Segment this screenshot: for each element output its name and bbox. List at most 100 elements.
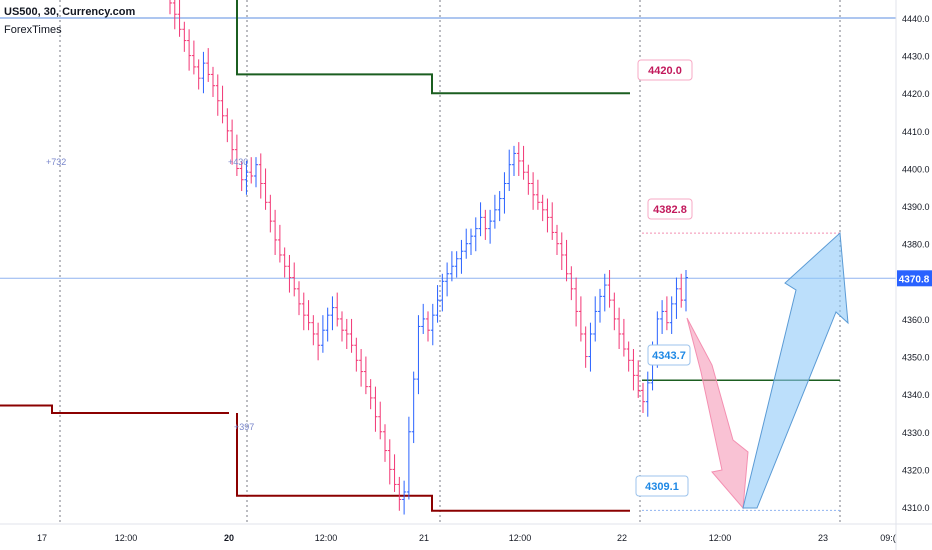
price-callout: 4343.7 (647, 344, 691, 366)
candle (578, 296, 583, 342)
candle (588, 322, 593, 372)
candle (411, 371, 416, 444)
candle (363, 356, 368, 395)
candle (421, 303, 426, 334)
candle (225, 108, 230, 143)
annotation-label: +732 (46, 157, 66, 167)
candle (449, 251, 454, 282)
candle (583, 326, 588, 368)
green-resistance-line (236, 0, 630, 95)
price-tick-label: 4360.0 (902, 315, 930, 325)
horizontal-levels (0, 0, 896, 512)
candle (497, 191, 502, 222)
candle (641, 382, 645, 413)
callout-text: 4420.0 (648, 65, 682, 77)
candle (277, 224, 282, 263)
candle (234, 134, 239, 176)
candle (268, 194, 273, 233)
current-price-tag (897, 270, 932, 287)
candle (249, 157, 254, 184)
candle (215, 74, 220, 116)
red-support-line (0, 404, 229, 414)
candle (492, 194, 497, 229)
candle (244, 160, 249, 195)
time-axis[interactable]: 17 12:00 20 12:00 21 12:00 22 12:00 23 09:( (0, 523, 932, 543)
candle (545, 198, 550, 233)
candle (574, 277, 579, 327)
price-labels: 4420.0 4382.8 4343.7 4309.1 +732 +430 +397 (46, 59, 693, 497)
candle (211, 66, 215, 97)
candle (292, 262, 297, 297)
candle (426, 311, 430, 342)
candle (555, 224, 559, 255)
candle (626, 341, 631, 372)
chart-grid (59, 0, 841, 524)
candle (674, 277, 679, 319)
price-tick-label: 4410.0 (902, 127, 930, 137)
candle (282, 247, 287, 278)
current-price-text: 4370.8 (899, 274, 930, 285)
candle (454, 251, 459, 278)
callout-box (647, 198, 693, 220)
price-tick-label: 4420.0 (902, 89, 930, 99)
candle (402, 480, 407, 515)
red-support-line (236, 412, 630, 512)
candle (392, 454, 397, 492)
price-callout: 4309.1 (635, 475, 689, 497)
candle (378, 401, 383, 440)
candle (531, 172, 536, 210)
chart-title: US500, 30, Currency.com (4, 6, 136, 18)
candle (535, 179, 540, 210)
candle (344, 318, 349, 350)
candle (621, 318, 626, 357)
candle (187, 29, 192, 71)
candle (516, 142, 521, 176)
candle (521, 145, 526, 180)
candle (459, 239, 464, 274)
candle (320, 315, 325, 353)
time-tick-label: 12:00 (709, 533, 732, 543)
time-tick-label: 12:00 (115, 533, 138, 543)
candle (617, 307, 622, 350)
candle (512, 145, 516, 176)
price-tick-label: 4430.0 (902, 52, 930, 62)
candle (684, 270, 688, 312)
candle (316, 322, 321, 361)
candle (569, 266, 574, 301)
blue-up-arrow (742, 231, 849, 509)
price-tick-label: 4400.0 (902, 164, 930, 174)
candle (301, 292, 306, 331)
candle (354, 337, 359, 372)
price-tick-label: 4440.0 (902, 14, 930, 24)
candle (325, 307, 330, 342)
candle (239, 160, 244, 192)
price-axis[interactable]: 4310.0 4320.0 4330.0 4340.0 4350.0 4360.0 4370… (895, 0, 932, 550)
candle (359, 349, 364, 387)
candle (230, 119, 235, 165)
candle (445, 262, 450, 297)
candle (263, 168, 268, 210)
candle (559, 232, 564, 271)
candle (349, 318, 354, 353)
annotation-label: +430 (228, 157, 248, 167)
pink-down-arrow (686, 317, 749, 510)
candle (177, 0, 182, 37)
candle (435, 285, 440, 323)
price-tick-label: 4380.0 (902, 240, 930, 250)
candle (220, 85, 225, 124)
candle (258, 153, 263, 199)
candle (397, 476, 402, 511)
candle (191, 40, 196, 75)
candle (206, 48, 211, 82)
callout-text: 4309.1 (645, 481, 679, 493)
candle (593, 296, 598, 342)
price-tick-label: 4330.0 (902, 428, 930, 438)
price-tick-label: 4320.0 (902, 465, 930, 475)
candle (598, 288, 602, 323)
callout-text: 4382.8 (653, 204, 687, 216)
candle (464, 228, 469, 259)
candle (679, 273, 684, 308)
candle (169, 0, 172, 15)
candle (416, 315, 421, 395)
